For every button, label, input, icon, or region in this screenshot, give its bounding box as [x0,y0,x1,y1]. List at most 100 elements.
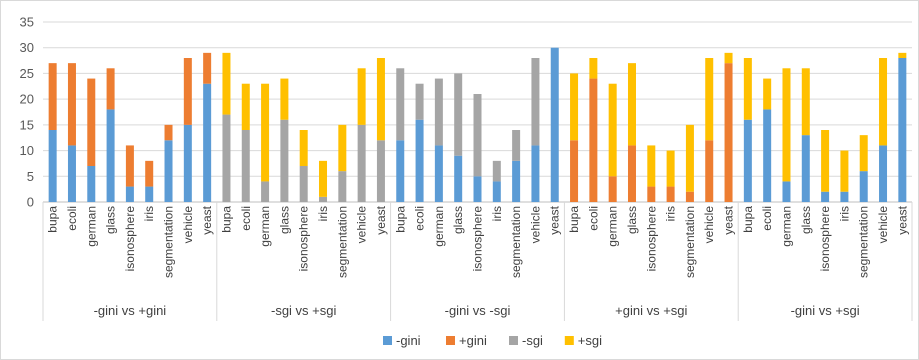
x-category-label: yeast [895,205,909,234]
bar-segment [48,63,57,131]
x-category-label: segmentation [509,206,523,278]
bar-segment [280,78,289,120]
bar-segment [531,58,540,146]
bar-segment [705,58,714,141]
x-category-label: vehicle [876,206,890,244]
bar-segment [396,68,405,141]
x-category-label: bupa [567,206,581,233]
x-category-label: yeast [722,205,736,234]
bar-segment [222,114,231,202]
x-category-label: ecoli [760,206,774,231]
bar-segment [898,58,907,202]
x-category-label: glass [451,206,465,234]
bar-segment [589,78,598,202]
bar-segment [106,68,115,110]
x-category-label: segmentation [683,206,697,278]
bar-segment [434,78,443,146]
bar-segment [666,150,675,187]
bar-segment [685,191,694,202]
x-category-label: glass [104,206,118,234]
bar-segment [454,155,463,202]
x-category-label: isonosphere [123,206,137,272]
x-category-label: german [84,206,98,247]
x-category-label: iris [316,206,330,221]
bar-segment [319,196,328,202]
bar-segment [222,52,231,115]
bar-segment [859,135,868,172]
bar-segment [647,145,656,187]
x-category-label: iris [490,206,504,221]
bar-segment [145,186,154,202]
bar-segment [570,73,579,141]
x-category-label: vehicle [355,206,369,244]
bar-segment [261,181,270,202]
x-category-label: iris [664,206,678,221]
group-label: -sgi vs +sgi [271,303,336,318]
bar-segment [87,166,96,202]
legend-label: -gini [396,333,421,348]
bar-segment [589,58,598,79]
bar-segment [338,124,347,172]
bar-segment [743,58,752,120]
bar-segment [125,186,134,202]
x-category-label: ecoli [239,206,253,231]
bar-segment [299,166,308,202]
x-category-label: isonosphere [471,206,485,272]
x-category-label: german [606,206,620,247]
bar-segment [280,119,289,202]
x-category-label: bupa [393,206,407,233]
bar-segment [415,83,424,120]
y-tick-label: 25 [20,66,34,81]
bar-segment [203,83,212,202]
bar-segment [454,73,463,156]
bar-segment [338,171,347,202]
bar-segment [821,130,830,192]
x-category-label: german [779,206,793,247]
bar-segment [415,119,424,202]
x-category-label: vehicle [528,206,542,244]
bar-segment [647,186,656,202]
bar-segment [357,68,366,125]
legend-swatch [446,336,455,345]
x-category-label: bupa [219,206,233,233]
bar-segment [879,58,888,146]
x-category-label: ecoli [65,206,79,231]
x-category-label: yeast [548,205,562,234]
x-category-label: segmentation [162,206,176,278]
y-tick-label: 30 [20,40,34,55]
legend-swatch [564,336,574,345]
x-category-label: segmentation [335,206,349,278]
bar-segment [357,124,366,202]
bar-segment [840,150,849,192]
x-category-label: isonosphere [297,206,311,272]
bar-segment [376,140,385,202]
bar-segment [87,78,96,166]
legend-label: +gini [459,333,487,348]
bar-segment [743,119,752,202]
bar-segment [724,63,733,203]
bar-segment [67,63,76,146]
bar-segment [396,140,405,202]
bar-segment [492,160,501,182]
x-category-label: ecoli [586,206,600,231]
bar-segment [898,52,907,58]
legend-swatch [509,336,518,345]
y-tick-label: 0 [27,195,34,210]
group-label: +gini vs +sgi [615,303,687,318]
bar-segment [512,130,521,161]
bar-segment [473,176,482,202]
x-category-label: isonosphere [644,206,658,272]
x-category-label: glass [799,206,813,234]
bar-segment [164,140,173,202]
bar-segment [801,68,810,136]
bar-segment [203,52,212,84]
x-category-label: yeast [374,205,388,234]
x-category-label: isonosphere [818,206,832,272]
x-category-label: glass [625,206,639,234]
x-category-label: german [432,206,446,247]
x-category-label: glass [277,206,291,234]
bar-segment [627,63,636,146]
group-label: -gini vs +sgi [791,303,860,318]
